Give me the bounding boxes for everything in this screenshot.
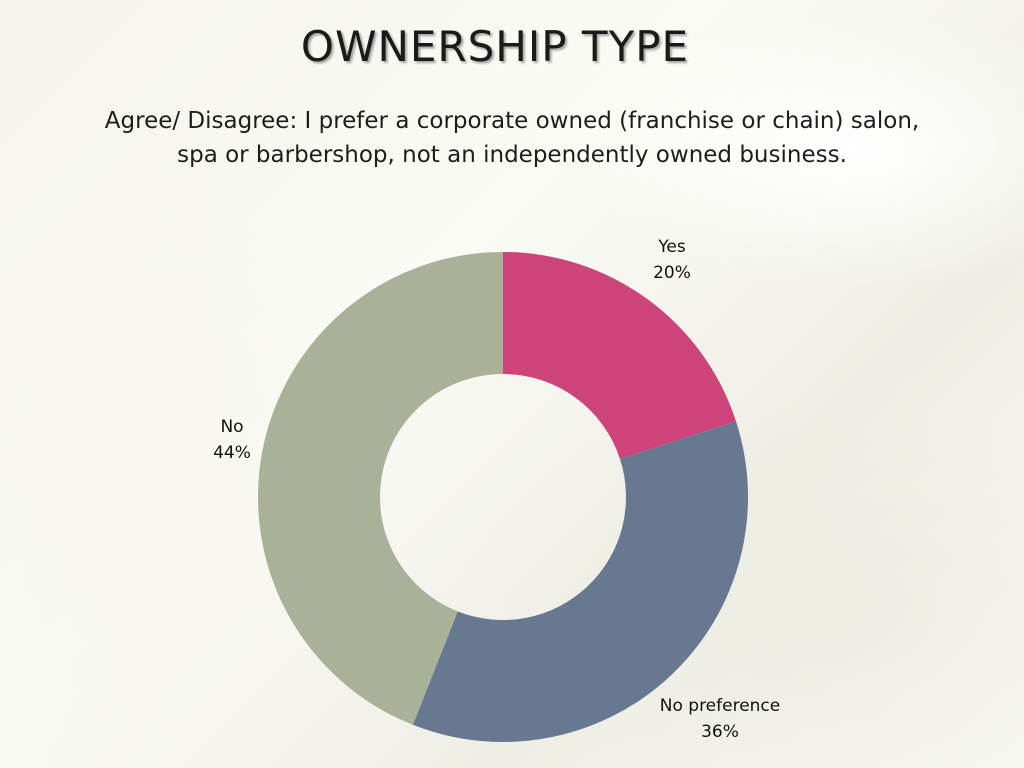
slice-label: No (220, 417, 243, 437)
slice-yes (503, 252, 737, 459)
slice-label: No preference (660, 696, 781, 716)
slice-no (258, 252, 503, 725)
slice-value-label: 44% (213, 443, 251, 463)
chart-title: OWNERSHIP TYPE (300, 22, 690, 71)
chart-subtitle: Agree/ Disagree: I prefer a corporate ow… (104, 108, 920, 168)
slice-value-label: 20% (653, 263, 691, 283)
slice-no-preference (412, 421, 748, 742)
slice-value-label: 36% (701, 722, 739, 742)
slice-label: Yes (657, 237, 686, 257)
